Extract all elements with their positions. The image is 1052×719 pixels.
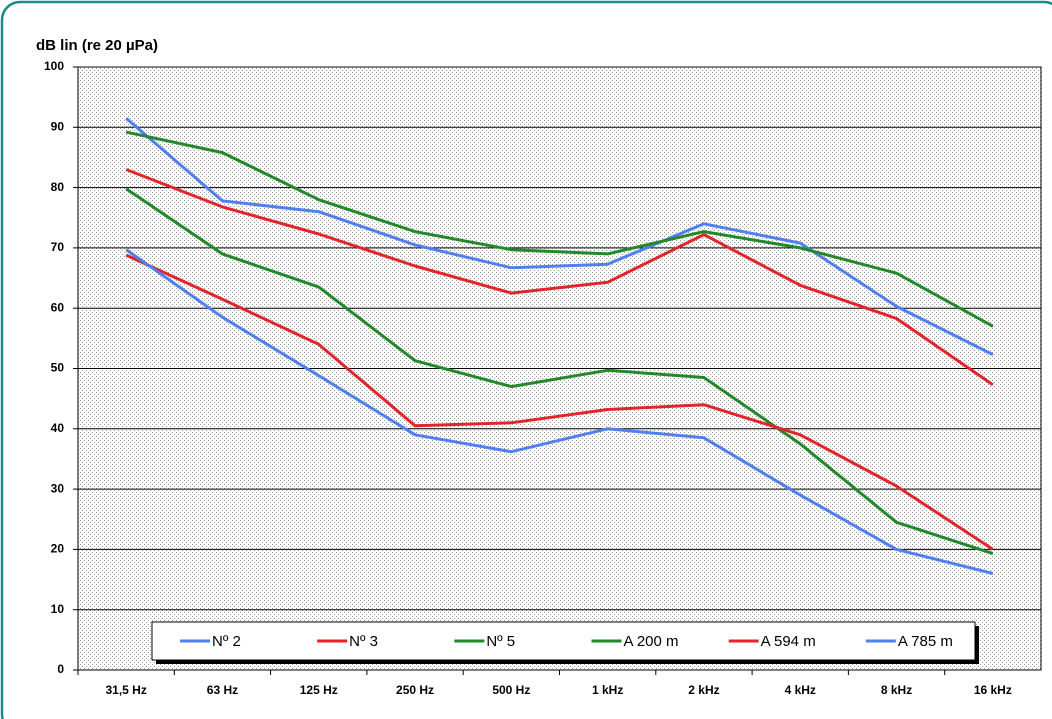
y-tick-label: 40	[51, 421, 65, 435]
series-line	[125, 253, 994, 551]
y-tick-label: 90	[51, 119, 65, 133]
x-tick-label: 4 kHz	[785, 683, 816, 697]
y-tick-label: 60	[51, 300, 65, 314]
y-tick-label: 70	[51, 240, 65, 254]
x-tick-label: 2 kHz	[688, 683, 719, 697]
legend-label: Nº 2	[212, 633, 241, 650]
y-tick-label: 80	[51, 180, 65, 194]
y-tick-label: 10	[51, 602, 65, 616]
x-tick-label: 31,5 Hz	[105, 683, 146, 697]
y-tick-label: 100	[44, 59, 64, 73]
series-line	[125, 168, 994, 387]
series-line	[125, 117, 994, 356]
y-tick-label: 30	[51, 481, 65, 495]
series-line	[125, 130, 994, 328]
y-axis-title: dB lin (re 20 µPa)	[36, 37, 158, 54]
y-tick-label: 20	[51, 542, 65, 556]
x-tick-label: 16 kHz	[974, 683, 1012, 697]
legend-label: A 594 m	[761, 633, 816, 650]
x-tick-label: 1 kHz	[592, 683, 623, 697]
x-tick-label: 63 Hz	[207, 683, 238, 697]
x-tick-label: 250 Hz	[396, 683, 434, 697]
legend-label: Nº 5	[486, 633, 515, 650]
series-line	[125, 187, 994, 556]
legend-label: A 785 m	[898, 633, 953, 650]
legend-label: Nº 3	[349, 633, 378, 650]
x-tick-label: 500 Hz	[492, 683, 530, 697]
legend	[151, 621, 976, 661]
y-tick-label: 50	[51, 361, 65, 375]
x-tick-label: 125 Hz	[300, 683, 338, 697]
series-line	[125, 248, 994, 575]
y-tick-label: 0	[57, 662, 64, 676]
x-tick-label: 8 kHz	[881, 683, 912, 697]
legend-label: A 200 m	[624, 633, 679, 650]
